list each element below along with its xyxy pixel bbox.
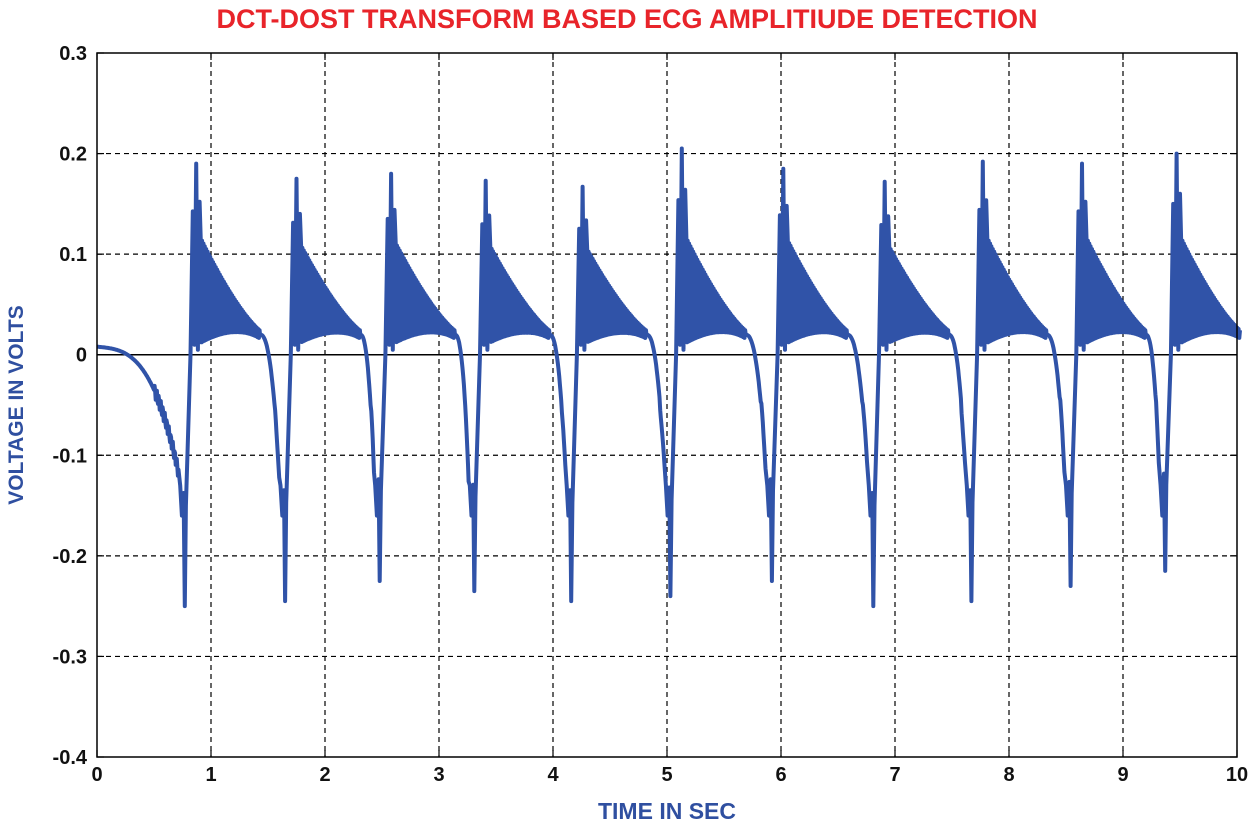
chart-title: DCT-DOST TRANSFORM BASED ECG AMPLITIUDE …: [217, 4, 1038, 34]
ecg-trace-line: [95, 146, 1242, 609]
grid-lines: [97, 53, 1237, 757]
x-tick-label: 9: [1117, 764, 1128, 786]
x-tick-label: 2: [319, 764, 330, 786]
y-axis-label: VOLTAGE IN VOLTS: [5, 305, 28, 505]
y-tick-label: 0.2: [59, 144, 87, 166]
y-tick-label: -0.2: [53, 546, 87, 568]
y-tick-label: 0.1: [59, 244, 87, 266]
y-axis-ticks: -0.4 -0.3 -0.2 -0.1 0 0.1 0.2 0.3: [53, 43, 1237, 769]
x-axis-ticks: 0 1 2 3 4 5 6 7 8 9 10: [91, 53, 1248, 786]
y-tick-label: -0.4: [53, 747, 88, 769]
y-tick-label: -0.1: [53, 445, 87, 467]
x-tick-label: 5: [661, 764, 672, 786]
y-tick-label: -0.3: [53, 646, 87, 668]
x-tick-label: 7: [889, 764, 900, 786]
y-tick-label: 0.3: [59, 43, 87, 65]
x-tick-label: 1: [205, 764, 216, 786]
x-tick-label: 8: [1003, 764, 1014, 786]
y-tick-label: 0: [76, 345, 87, 367]
x-tick-label: 4: [547, 764, 559, 786]
x-tick-label: 3: [433, 764, 444, 786]
x-axis-label: TIME IN SEC: [598, 798, 736, 824]
x-tick-label: 10: [1226, 764, 1248, 786]
x-tick-label: 6: [775, 764, 786, 786]
x-tick-label: 0: [91, 764, 102, 786]
